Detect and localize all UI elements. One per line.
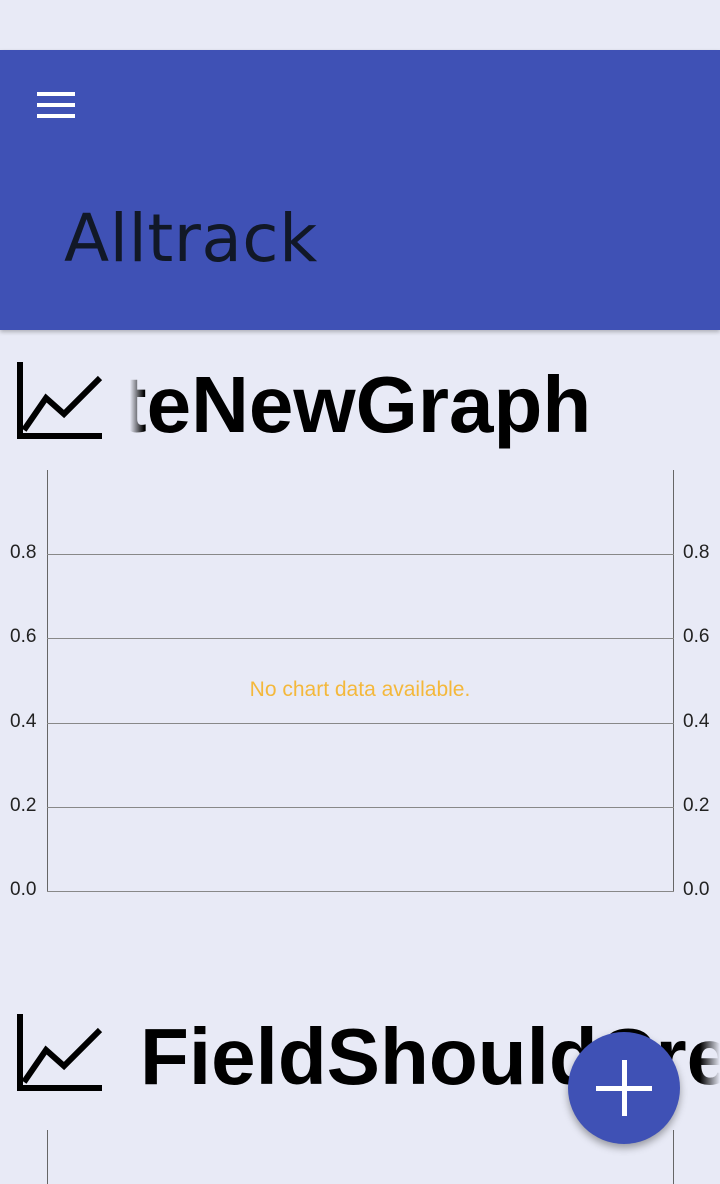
line-chart-icon xyxy=(17,362,103,439)
left-tick-label: 0.6 xyxy=(10,626,37,647)
menu-button[interactable] xyxy=(20,80,92,130)
right-tick-label: 0.0 xyxy=(683,879,710,900)
left-axis xyxy=(47,1130,48,1184)
grid-line xyxy=(47,554,674,555)
graph-card[interactable]: teNewGraph 0.8 0.6 0.4 0.2 0.0 0.8 0.6 0… xyxy=(0,340,720,910)
app-title: Alltrack xyxy=(64,200,318,277)
plus-icon xyxy=(596,1060,652,1116)
line-chart-icon xyxy=(17,1014,103,1091)
left-tick-label: 0.8 xyxy=(10,542,37,563)
left-tick-label: 0.2 xyxy=(10,795,37,816)
left-tick-label: 0.4 xyxy=(10,711,37,732)
x-axis xyxy=(47,891,674,892)
add-graph-button[interactable] xyxy=(568,1032,680,1144)
menu-icon xyxy=(37,92,75,118)
grid-line xyxy=(47,723,674,724)
grid-line xyxy=(47,807,674,808)
right-axis xyxy=(673,470,674,892)
left-tick-label: 0.0 xyxy=(10,879,37,900)
right-axis xyxy=(673,1130,674,1184)
graph-name-container: teNewGraph xyxy=(130,340,720,450)
right-tick-label: 0.4 xyxy=(683,711,710,732)
chart[interactable]: 0.8 0.6 0.4 0.2 0.0 0.8 0.6 0.4 0.2 0.0 … xyxy=(0,470,720,910)
status-bar xyxy=(0,0,720,50)
graph-name: teNewGraph xyxy=(130,360,592,449)
right-tick-label: 0.6 xyxy=(683,626,710,647)
grid-line xyxy=(47,638,674,639)
right-tick-label: 0.2 xyxy=(683,795,710,816)
graph-header[interactable]: teNewGraph xyxy=(0,340,720,450)
app-bar: Alltrack xyxy=(0,50,720,330)
left-axis xyxy=(47,470,48,892)
chart[interactable] xyxy=(0,1130,720,1184)
right-tick-label: 0.8 xyxy=(683,542,710,563)
no-data-message: No chart data available. xyxy=(249,678,471,701)
